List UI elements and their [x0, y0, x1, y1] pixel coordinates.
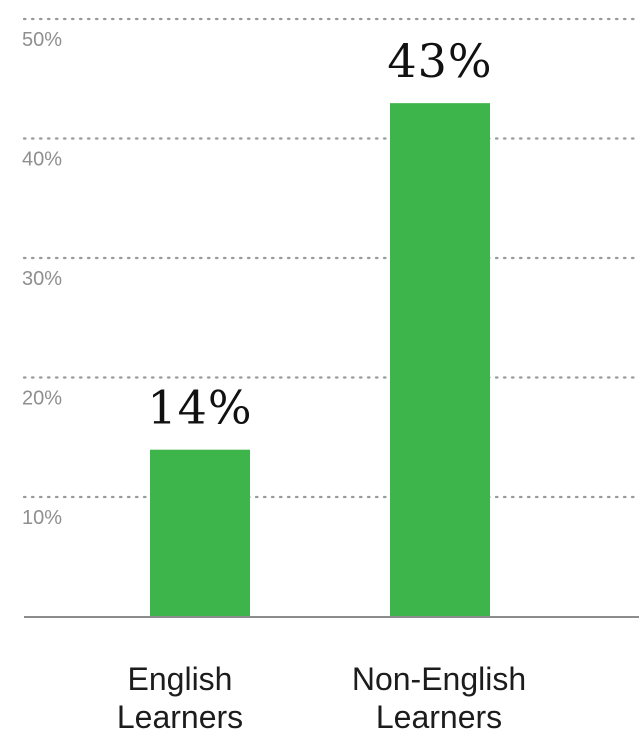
- category-label-2-line-1: Non-English: [352, 661, 526, 697]
- gridlines: [22, 17, 639, 499]
- value-label-backing-2: [382, 45, 498, 88]
- y-tick-label-40: 40%: [22, 149, 62, 171]
- value-label-1: 14%: [147, 381, 252, 435]
- y-tick-label-50: 50%: [22, 29, 62, 51]
- y-axis-ticks: 10% 20% 30% 40% 50%: [22, 29, 62, 529]
- bars: [150, 103, 490, 617]
- y-tick-label-10: 10%: [22, 507, 62, 529]
- category-label-2-line-2: Learners: [376, 699, 502, 733]
- bar-2: [390, 103, 490, 617]
- y-tick-label-30: 30%: [22, 268, 62, 290]
- value-label-2: 43%: [387, 34, 492, 88]
- bar-1: [150, 449, 250, 617]
- y-tick-label-20: 20%: [22, 388, 62, 410]
- value-label-backing-1: [142, 391, 258, 434]
- category-label-1-line-2: Learners: [117, 699, 243, 733]
- category-label-1-line-1: English: [128, 661, 233, 697]
- value-labels: 14% 43%: [142, 34, 498, 435]
